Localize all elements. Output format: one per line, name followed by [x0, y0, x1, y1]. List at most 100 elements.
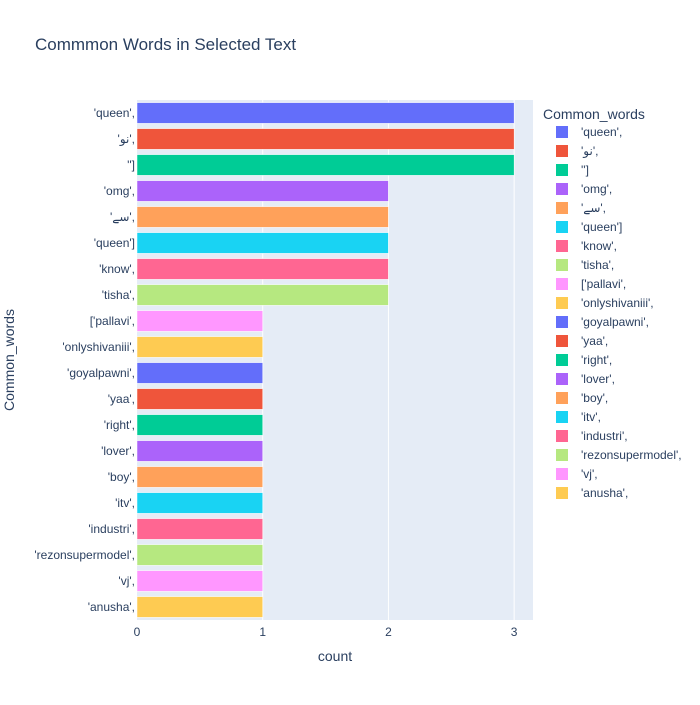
y-tick-label: 'نو',	[118, 132, 135, 147]
legend-item[interactable]: 'rezonsupermodel',	[556, 448, 682, 462]
chart-title: Commmon Words in Selected Text	[35, 35, 296, 54]
x-tick-label: 1	[259, 625, 266, 639]
legend-item[interactable]: 'onlyshivaniii',	[556, 296, 654, 310]
legend-swatch	[556, 126, 568, 138]
bar[interactable]	[136, 102, 515, 124]
legend-swatch	[556, 278, 568, 290]
legend-item[interactable]: 'boy',	[556, 391, 608, 405]
bar[interactable]	[136, 336, 263, 358]
legend-item[interactable]: 'itv',	[556, 410, 601, 424]
legend-label: 'نو',	[581, 144, 598, 159]
legend-item[interactable]: 'tisha',	[556, 258, 614, 272]
legend-item[interactable]: ['pallavi',	[556, 277, 626, 291]
legend-item[interactable]: 'goyalpawni',	[556, 315, 649, 329]
legend-item[interactable]: 'omg',	[556, 182, 612, 196]
legend-label: 'boy',	[581, 391, 608, 405]
legend-item[interactable]: 'industri',	[556, 429, 628, 443]
legend-label: 'yaa',	[581, 334, 608, 348]
legend-item[interactable]: 'anusha',	[556, 486, 628, 500]
bar[interactable]	[136, 362, 263, 384]
legend-item[interactable]: '']	[556, 163, 589, 177]
legend-label: 'omg',	[581, 182, 612, 196]
bar[interactable]	[136, 310, 263, 332]
legend-label: 'rezonsupermodel',	[581, 448, 682, 462]
bar[interactable]	[136, 284, 389, 306]
legend-label: ['pallavi',	[581, 277, 626, 291]
bar[interactable]	[136, 570, 263, 592]
legend-swatch	[556, 183, 568, 195]
y-tick-label: 'vj',	[118, 574, 135, 588]
legend-swatch	[556, 411, 568, 423]
legend-label: 'tisha',	[581, 258, 614, 272]
legend-swatch	[556, 145, 568, 157]
bars	[136, 102, 515, 618]
legend-label: 'industri',	[581, 429, 628, 443]
x-axis-title: count	[318, 648, 352, 664]
legend-label: 'anusha',	[581, 486, 628, 500]
legend-swatch	[556, 221, 568, 233]
legend-swatch	[556, 202, 568, 214]
legend-item[interactable]: 'queen',	[556, 125, 622, 139]
bar[interactable]	[136, 544, 263, 566]
y-tick-label: 'سے',	[110, 210, 135, 224]
y-tick-label: 'lover',	[101, 444, 135, 458]
bar[interactable]	[136, 466, 263, 488]
bar[interactable]	[136, 206, 389, 228]
y-tick-label: 'know',	[99, 262, 135, 276]
x-tick-labels: 0 1 2 3	[134, 625, 518, 639]
x-tick-label: 2	[385, 625, 392, 639]
legend-item[interactable]: 'right',	[556, 353, 612, 367]
legend-swatch	[556, 316, 568, 328]
x-tick-label: 3	[511, 625, 518, 639]
legend-swatch	[556, 259, 568, 271]
legend-label: 'goyalpawni',	[581, 315, 649, 329]
legend-item[interactable]: 'queen']	[556, 220, 622, 234]
y-tick-label: 'queen']	[94, 236, 135, 250]
bar[interactable]	[136, 128, 515, 150]
bar[interactable]	[136, 518, 263, 540]
legend-item[interactable]: 'سے',	[556, 201, 606, 215]
y-tick-label: 'omg',	[104, 184, 135, 198]
x-tick-label: 0	[134, 625, 141, 639]
bar[interactable]	[136, 258, 389, 280]
bar[interactable]	[136, 414, 263, 436]
y-axis-title: Common_words	[1, 309, 17, 411]
legend-label: 'right',	[581, 353, 612, 367]
legend-title: Common_words	[543, 106, 645, 122]
legend-swatch	[556, 297, 568, 309]
legend-item[interactable]: 'vj',	[556, 467, 598, 481]
legend-item[interactable]: 'نو',	[556, 144, 598, 159]
plot-background	[137, 100, 533, 620]
legend-item[interactable]: 'know',	[556, 239, 617, 253]
y-tick-label: 'boy',	[108, 470, 135, 484]
y-tick-label: 'rezonsupermodel',	[34, 548, 135, 562]
legend-swatch	[556, 487, 568, 499]
bar[interactable]	[136, 232, 389, 254]
y-tick-label: 'queen',	[94, 106, 135, 120]
legend-item[interactable]: 'lover',	[556, 372, 615, 386]
legend-swatch	[556, 335, 568, 347]
legend-swatch	[556, 164, 568, 176]
legend-label: 'onlyshivaniii',	[581, 296, 654, 310]
legend-label: 'itv',	[581, 410, 601, 424]
bar[interactable]	[136, 180, 389, 202]
y-tick-label: 'goyalpawni',	[67, 366, 135, 380]
legend-swatch	[556, 392, 568, 404]
bar[interactable]	[136, 440, 263, 462]
y-tick-labels: 'queen', 'نو', ''] 'omg', 'سے', 'queen'] 'know…	[34, 106, 135, 614]
bar[interactable]	[136, 492, 263, 514]
bar[interactable]	[136, 388, 263, 410]
y-tick-label: 'tisha',	[102, 288, 135, 302]
y-tick-label: 'right',	[104, 418, 135, 432]
legend-swatch	[556, 430, 568, 442]
legend-label: 'lover',	[581, 372, 615, 386]
legend-swatch	[556, 354, 568, 366]
bar[interactable]	[136, 596, 263, 618]
legend-item[interactable]: 'yaa',	[556, 334, 608, 348]
y-tick-label: 'anusha',	[88, 600, 135, 614]
legend-swatch	[556, 373, 568, 385]
legend[interactable]: 'queen', 'نو', ''] 'omg', 'سے', 'queen'] 'know…	[556, 125, 682, 500]
bar[interactable]	[136, 154, 515, 176]
